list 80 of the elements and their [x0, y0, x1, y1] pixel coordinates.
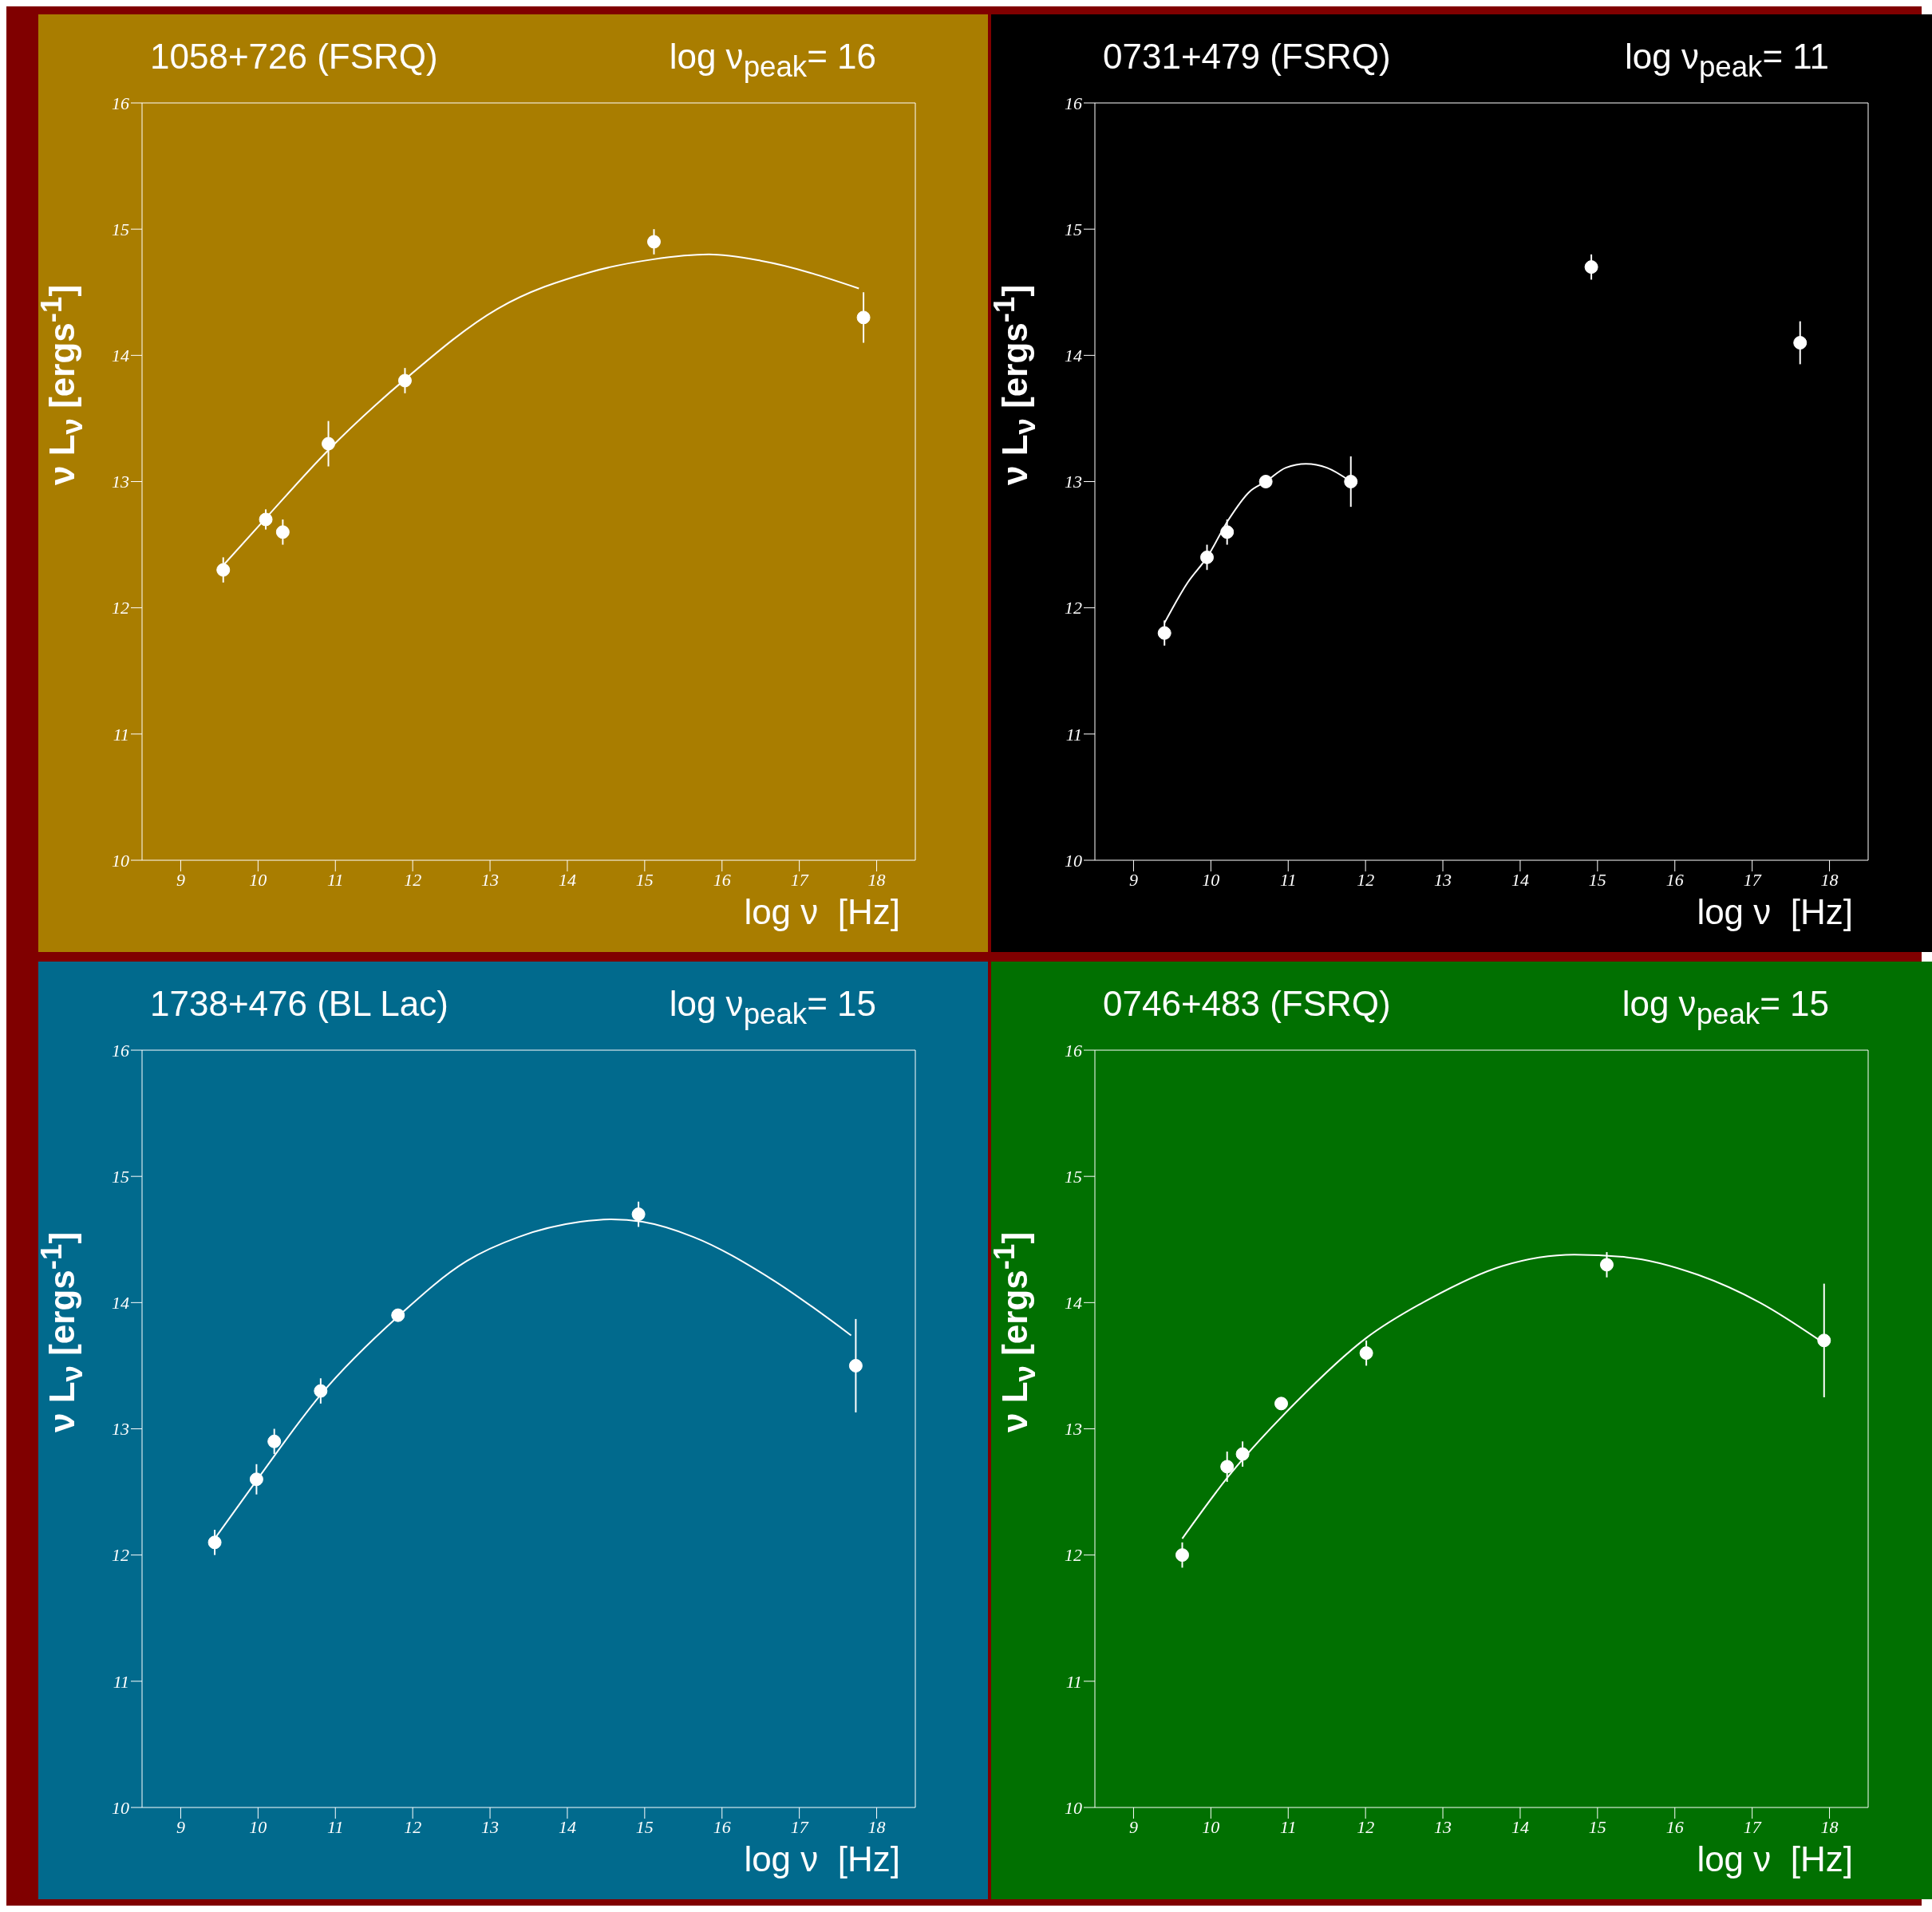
x-tick-label: 16 — [713, 1816, 731, 1837]
y-tick-label: 10 — [112, 850, 129, 871]
y-tick-label: 12 — [1065, 1545, 1082, 1566]
x-tick-label: 15 — [1588, 869, 1606, 890]
x-tick-label: 15 — [1588, 1816, 1606, 1837]
y-tick-label: 15 — [1065, 219, 1082, 239]
x-tick-label: 15 — [635, 869, 654, 890]
x-tick-label: 11 — [327, 869, 344, 890]
x-tick-label: 14 — [558, 1816, 576, 1837]
y-tick-label: 12 — [112, 598, 129, 618]
x-tick-label: 11 — [1280, 869, 1297, 890]
x-tick-label: 9 — [176, 869, 185, 890]
y-tick-label: 13 — [112, 472, 129, 492]
y-tick-label: 14 — [1065, 1293, 1082, 1314]
y-tick-label: 11 — [1065, 1671, 1082, 1692]
x-tick-label: 10 — [249, 869, 267, 890]
x-tick-label: 9 — [176, 1816, 185, 1837]
chart-title: 1058+726 (FSRQ) — [150, 37, 438, 77]
y-tick-label: 10 — [1065, 850, 1082, 871]
y-tick-label: 14 — [112, 1293, 129, 1314]
x-tick-label: 14 — [1511, 869, 1529, 890]
y-tick-label: 13 — [1065, 472, 1082, 492]
x-tick-label: 18 — [867, 1816, 886, 1837]
x-tick-label: 13 — [1434, 869, 1452, 890]
x-axis-title: log ν [Hz] — [1697, 892, 1853, 932]
y-tick-label: 12 — [1065, 598, 1082, 618]
y-tick-label: 14 — [112, 346, 129, 366]
x-tick-label: 13 — [1434, 1816, 1452, 1837]
x-tick-label: 10 — [1202, 1816, 1220, 1837]
y-tick-label: 13 — [112, 1419, 129, 1440]
y-tick-label: 16 — [112, 1040, 129, 1061]
x-tick-label: 13 — [481, 869, 500, 890]
y-tick-label: 10 — [112, 1797, 129, 1818]
y-tick-label: 15 — [112, 219, 129, 239]
y-tick-label: 16 — [112, 93, 129, 113]
y-tick-label: 14 — [1065, 346, 1082, 366]
chart-subtitle: log ν$_{peak}$= 15 — [1622, 984, 1829, 1031]
chart-title: 1738+476 (BL Lac) — [150, 984, 448, 1024]
x-tick-label: 12 — [1357, 869, 1375, 890]
x-tick-label: 10 — [1202, 869, 1220, 890]
x-tick-label: 15 — [635, 1816, 654, 1837]
x-tick-label: 13 — [481, 1816, 500, 1837]
x-tick-label: 14 — [1511, 1816, 1529, 1837]
x-tick-label: 9 — [1128, 869, 1138, 890]
x-tick-label: 11 — [327, 1816, 344, 1837]
x-tick-label: 18 — [1820, 869, 1839, 890]
x-tick-label: 12 — [1357, 1816, 1375, 1837]
x-tick-label: 17 — [1743, 1816, 1762, 1837]
chart-subtitle: log ν$_{peak}$= 15 — [669, 984, 876, 1031]
chart-title: 0731+479 (FSRQ) — [1103, 37, 1391, 77]
y-tick-label: 12 — [112, 1545, 129, 1566]
x-tick-label: 16 — [1665, 869, 1684, 890]
x-tick-label: 9 — [1128, 1816, 1138, 1837]
y-tick-label: 13 — [1065, 1419, 1082, 1440]
x-axis-title: log ν [Hz] — [1697, 1839, 1853, 1879]
x-tick-label: 17 — [790, 869, 809, 890]
x-tick-label: 12 — [404, 869, 422, 890]
y-tick-label: 16 — [1065, 1040, 1082, 1061]
x-tick-label: 11 — [1280, 1816, 1297, 1837]
x-tick-label: 18 — [1820, 1816, 1839, 1837]
y-tick-label: 15 — [1065, 1166, 1082, 1187]
chart-title: 0746+483 (FSRQ) — [1103, 984, 1391, 1024]
x-tick-label: 17 — [1743, 869, 1762, 890]
x-tick-label: 16 — [1665, 1816, 1684, 1837]
chart-subtitle: log ν$_{peak}$= 11 — [1624, 37, 1829, 84]
x-tick-label: 18 — [867, 869, 886, 890]
chart-subtitle: log ν$_{peak}$= 16 — [669, 37, 876, 84]
x-axis-title: log ν [Hz] — [744, 1839, 900, 1879]
x-axis-title: log ν [Hz] — [744, 892, 900, 932]
x-tick-label: 10 — [249, 1816, 267, 1837]
y-tick-label: 11 — [1065, 724, 1082, 745]
x-tick-label: 17 — [790, 1816, 809, 1837]
y-tick-label: 16 — [1065, 93, 1082, 113]
y-tick-label: 15 — [112, 1166, 129, 1187]
y-tick-label: 11 — [113, 724, 129, 745]
x-tick-label: 14 — [558, 869, 576, 890]
x-tick-label: 16 — [713, 869, 731, 890]
y-tick-label: 10 — [1065, 1797, 1082, 1818]
y-tick-label: 11 — [113, 1671, 129, 1692]
x-tick-label: 12 — [404, 1816, 422, 1837]
